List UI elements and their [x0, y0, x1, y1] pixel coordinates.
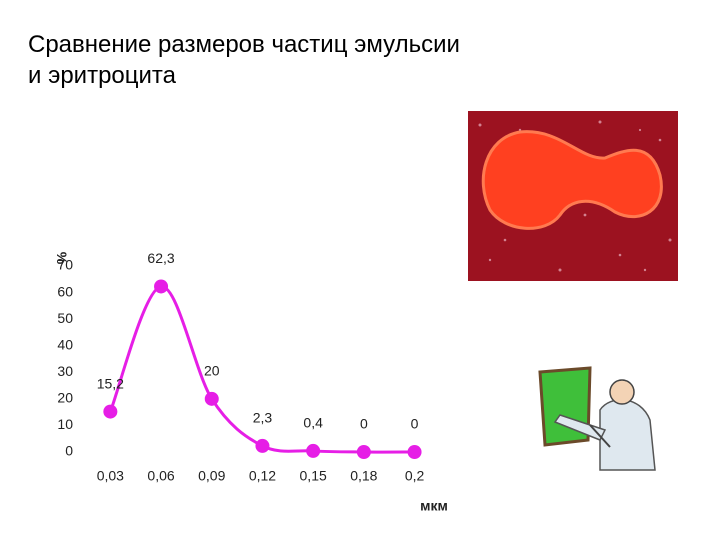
y-tick-label: 0 [65, 443, 73, 459]
y-tick-label: 60 [57, 283, 73, 299]
data-label: 20 [204, 363, 220, 379]
x-tick-label: 0,06 [147, 468, 174, 484]
x-tick-label: 0,12 [249, 468, 276, 484]
x-tick-label: 0,15 [300, 468, 327, 484]
title-line: и эритроцита [28, 62, 177, 89]
data-point [204, 391, 219, 406]
y-tick-label: 20 [57, 390, 73, 406]
data-point [255, 438, 270, 453]
x-tick-label: 0,09 [198, 468, 225, 484]
data-point [356, 445, 371, 459]
x-axis-label: мкм [420, 498, 448, 514]
data-line [108, 284, 415, 454]
title-line: Сравнение размеров частиц эмульсии [28, 31, 460, 58]
y-tick-label: 40 [57, 336, 73, 352]
y-tick-label: 50 [57, 310, 73, 326]
y-tick-label: 30 [57, 363, 73, 379]
data-label: 15,2 [97, 375, 124, 391]
data-point [306, 443, 321, 458]
data-label: 62,3 [147, 250, 174, 266]
data-point [154, 279, 169, 294]
x-tick-label: 0,2 [405, 468, 425, 484]
erythrocyte-image [468, 111, 678, 281]
y-axis-label: % [54, 251, 70, 264]
data-label: 2,3 [253, 410, 273, 426]
x-tick-label: 0,03 [97, 468, 124, 484]
data-point [407, 445, 422, 459]
data-point [103, 404, 118, 419]
data-label: 0 [411, 416, 419, 432]
y-tick-label: 70 [57, 257, 73, 273]
x-tick-label: 0,18 [350, 468, 377, 484]
data-label: 0,4 [303, 415, 323, 431]
y-tick-label: 10 [57, 416, 73, 432]
data-label: 0 [360, 416, 368, 432]
teacher-clipart [538, 366, 656, 471]
